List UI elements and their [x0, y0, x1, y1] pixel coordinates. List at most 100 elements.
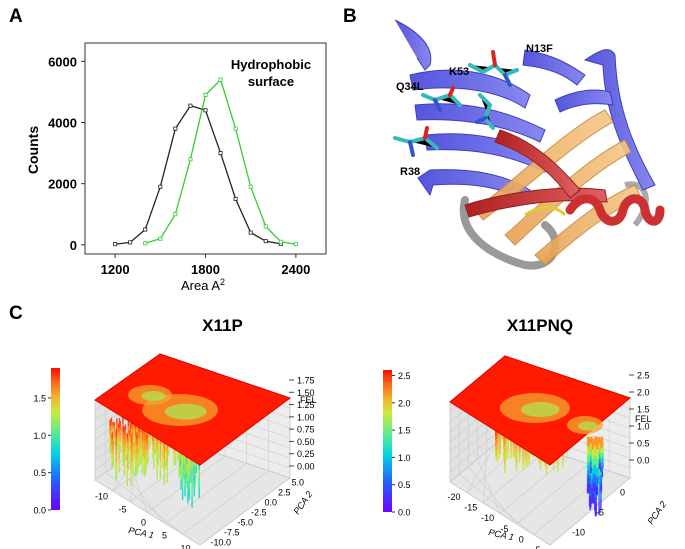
surface-group: 1.5 1.0 0.5 0.0 1.75 1.50 1.25 1.00 0.75 0.50 0.25… — [33, 353, 317, 549]
x-axis-label: PCA 1 — [128, 525, 155, 540]
z-tick-label: 0.00 — [297, 462, 315, 472]
z-tick-label: 1.5 — [637, 405, 650, 415]
data-point-green — [158, 236, 163, 241]
residue-label-r38: R38 — [400, 166, 420, 178]
colorbar-tick-label: 2.0 — [398, 398, 411, 408]
beta-strand-orange-3 — [534, 184, 642, 266]
colorbar-tick-label: 0.0 — [33, 506, 46, 516]
x-tick-label: -10 — [481, 513, 494, 523]
data-point-green — [278, 239, 283, 244]
y-axis-label: Counts — [25, 126, 41, 174]
beta-strand-red-2 — [494, 129, 581, 199]
data-point-black — [188, 103, 193, 108]
colorbar-tick-label: 1.0 — [33, 431, 46, 441]
grid-line — [105, 472, 183, 535]
z-axis-label: FEL — [635, 414, 652, 424]
surface-basin-core — [577, 421, 598, 431]
z-axis-label: FEL — [300, 395, 317, 405]
data-point-green — [218, 77, 223, 82]
z-tick-label: 0.50 — [297, 437, 315, 447]
x-tick-label: -15 — [464, 503, 477, 513]
x-tick-label: 5 — [162, 531, 167, 541]
residue-label-n13f: N13F — [526, 43, 553, 55]
surface-basin-core — [164, 403, 207, 420]
z-tick-label: 1.25 — [297, 400, 315, 410]
data-point-green — [203, 92, 208, 97]
grid-line — [147, 455, 226, 513]
x-tick-label: 2400 — [281, 262, 310, 277]
data-point-green — [293, 242, 298, 247]
colorbar — [383, 370, 392, 512]
z-tick-label: 2.5 — [637, 371, 650, 381]
colorbar — [51, 368, 60, 510]
series-line-black — [115, 104, 281, 245]
z-tick-label: 0.75 — [297, 425, 315, 435]
beta-strand-blue-8 — [554, 89, 614, 113]
x-tick-label: -10 — [95, 492, 108, 502]
data-point-black — [203, 108, 208, 113]
data-point-black — [128, 240, 133, 245]
colorbar-tick-label: 2.5 — [398, 371, 411, 381]
x-tick-label: -5 — [500, 524, 508, 534]
grid-line — [458, 474, 534, 535]
data-point-black — [113, 242, 118, 247]
grid-line — [182, 470, 269, 535]
x-tick-label: 1800 — [191, 262, 220, 277]
fel-surface-x11p: 1.5 1.0 0.5 0.0 1.75 1.50 1.25 1.00 0.75 0.50 0.25… — [33, 353, 317, 549]
panel-label-a: A — [9, 6, 23, 27]
chart-annotation-line2: surface — [248, 74, 294, 89]
grid-line — [112, 441, 182, 492]
data-point-green — [173, 212, 178, 217]
colorbar-tick-label: 0.5 — [398, 480, 411, 490]
colorbar-tick-label: 0.5 — [33, 468, 46, 478]
y-tick-label: -2.5 — [251, 508, 267, 518]
data-point-green — [248, 184, 253, 189]
data-point-black — [218, 151, 223, 156]
x-axis-label-text: Area A — [181, 278, 220, 293]
data-point-green — [233, 126, 238, 131]
grid-line — [499, 456, 568, 514]
data-point-black — [233, 196, 238, 201]
beta-strand-blue-6 — [522, 49, 586, 86]
colorbar-tick-label: 1.5 — [33, 393, 46, 403]
panel-label-c: C — [9, 303, 23, 324]
z-tick-label: 1.0 — [637, 422, 650, 432]
x-tick-label: 5 — [535, 545, 540, 549]
y-tick-label: -5 — [596, 508, 604, 518]
surface-basin-core — [141, 391, 166, 401]
y-tick-label: -10.0 — [211, 538, 232, 548]
colorbar-tick-label: 0.0 — [398, 508, 411, 518]
loop-yellow — [524, 206, 567, 217]
x-tick-label: -20 — [447, 492, 460, 502]
surface-title-x11p: X11P — [202, 316, 243, 335]
beta-strand-blue-4 — [424, 133, 551, 173]
x-axis-label: PCA 1 — [488, 527, 515, 542]
residue-sticks — [393, 50, 519, 157]
series-line-green — [145, 78, 296, 245]
colorbar-tick-label: 1.5 — [398, 426, 411, 436]
y-tick-label: 5.0 — [292, 477, 305, 487]
y-tick-label: 0 — [620, 487, 625, 497]
z-tick-label: 1.00 — [297, 412, 315, 422]
hydrophobic-area-chart: 0 2000 4000 6000 1200 1800 2400 Hydrophobic s… — [25, 42, 327, 293]
z-tick-label: 0.5 — [637, 439, 650, 449]
x-tick-label: 0 — [141, 518, 146, 528]
x-tick-label: 1200 — [101, 262, 130, 277]
y-tick-label: -7.5 — [224, 528, 240, 538]
alpha-helix — [565, 194, 665, 226]
beta-strand-blue-3 — [414, 103, 546, 143]
fel-surface-x11pnq: 2.5 2.0 1.5 1.0 0.5 0.0 2.5 2.0 1.5 1.0 0.5 0.0 FEL -… — [383, 354, 668, 549]
loop-coil-2 — [624, 181, 649, 227]
surface-group: 2.5 2.0 1.5 1.0 0.5 0.0 2.5 2.0 1.5 1.0 0.5 0.0 FEL -… — [383, 354, 668, 549]
data-point-green — [188, 157, 193, 162]
beta-strand-blue-1 — [394, 19, 432, 71]
y-tick-label: 0 — [70, 238, 77, 253]
surface-basin-core — [521, 402, 560, 417]
z-tick-label: 1.50 — [297, 388, 315, 398]
y-tick-label: 6000 — [48, 54, 77, 69]
x-axis-label: Area A2 — [181, 277, 225, 293]
z-tick-label: 1.75 — [297, 376, 315, 386]
x-tick-label: 10 — [180, 544, 190, 549]
y-tick-label: -10 — [572, 528, 585, 538]
x-tick-label: 0 — [519, 534, 524, 544]
